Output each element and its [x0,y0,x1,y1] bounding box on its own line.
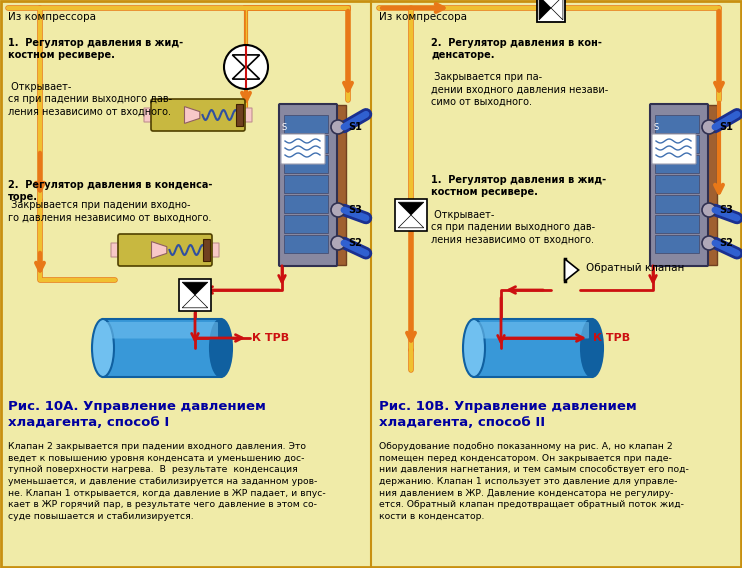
Polygon shape [151,241,167,258]
Text: 1.  Регулятор давления в жид-
костном ресивере.: 1. Регулятор давления в жид- костном рес… [8,38,183,60]
Text: Клапан 2 закрывается при падении входного давления. Это
ведет к повышению уровня: Клапан 2 закрывается при падении входног… [8,442,326,521]
Text: S3: S3 [348,205,362,215]
Ellipse shape [581,319,603,377]
FancyBboxPatch shape [395,199,427,231]
Polygon shape [185,107,200,123]
Polygon shape [183,282,208,295]
FancyBboxPatch shape [281,134,325,164]
Text: К ТРВ: К ТРВ [252,333,289,343]
Circle shape [224,45,268,89]
Text: Оборудование подобно показанному на рис. А, но клапан 2
помещен перед конденсато: Оборудование подобно показанному на рис.… [379,442,689,521]
FancyBboxPatch shape [279,104,337,266]
Text: 1.  Регулятор давления в жид-
костном ресивере.: 1. Регулятор давления в жид- костном рес… [431,175,606,198]
Text: К ТРВ: К ТРВ [593,333,630,343]
Text: Из компрессора: Из компрессора [379,12,467,22]
FancyBboxPatch shape [655,235,699,253]
Ellipse shape [210,319,232,377]
Text: Рис. 10В. Управление давлением
хладагента, способ II: Рис. 10В. Управление давлением хладагент… [379,400,637,429]
Text: Закрывается при падении входно-
го давления независимо от выходного.: Закрывается при падении входно- го давле… [8,200,211,223]
FancyBboxPatch shape [331,105,346,265]
Text: Открывает-
ся при падении выходного дав-
ления независимо от входного.: Открывает- ся при падении выходного дав-… [8,82,172,117]
Text: S1: S1 [719,122,733,132]
Text: S2: S2 [719,238,733,248]
Text: Закрывается при па-
дении входного давления незави-
симо от выходного.: Закрывается при па- дении входного давле… [431,72,608,107]
Text: Из компрессора: Из компрессора [8,12,96,22]
Text: Открывает-
ся при падении выходного дав-
ления независимо от входного.: Открывает- ся при падении выходного дав-… [431,210,595,245]
Circle shape [702,236,716,250]
Text: 2.  Регулятор давления в кон-
денсаторе.: 2. Регулятор давления в кон- денсаторе. [431,38,602,60]
Ellipse shape [92,319,114,377]
Text: Обратный клапан: Обратный клапан [586,263,684,273]
FancyBboxPatch shape [655,215,699,233]
Circle shape [702,203,716,217]
FancyBboxPatch shape [144,108,252,122]
FancyBboxPatch shape [151,99,245,131]
Text: S2: S2 [348,238,362,248]
FancyBboxPatch shape [203,239,210,261]
FancyBboxPatch shape [284,175,328,193]
Polygon shape [539,0,551,20]
FancyBboxPatch shape [236,104,243,126]
Text: 2.  Регулятор давления в конденса-
торе.: 2. Регулятор давления в конденса- торе. [8,180,212,202]
Circle shape [331,203,345,217]
Ellipse shape [463,319,485,377]
FancyBboxPatch shape [118,234,212,266]
FancyBboxPatch shape [474,319,592,377]
FancyBboxPatch shape [655,155,699,173]
Text: S3: S3 [719,205,733,215]
FancyBboxPatch shape [537,0,565,22]
FancyBboxPatch shape [655,195,699,213]
Polygon shape [398,202,424,215]
FancyBboxPatch shape [284,235,328,253]
Circle shape [331,120,345,134]
FancyBboxPatch shape [655,175,699,193]
FancyBboxPatch shape [284,115,328,133]
FancyBboxPatch shape [284,195,328,213]
FancyBboxPatch shape [702,105,717,265]
Text: S: S [282,123,287,132]
FancyBboxPatch shape [652,134,696,164]
FancyBboxPatch shape [284,135,328,153]
FancyBboxPatch shape [106,322,218,339]
FancyBboxPatch shape [655,135,699,153]
FancyBboxPatch shape [284,155,328,173]
FancyBboxPatch shape [179,279,211,311]
Text: S1: S1 [348,122,362,132]
Circle shape [702,120,716,134]
FancyBboxPatch shape [111,243,219,257]
Polygon shape [565,259,579,281]
FancyBboxPatch shape [477,322,589,339]
Text: S: S [653,123,658,132]
FancyBboxPatch shape [103,319,221,377]
FancyBboxPatch shape [650,104,708,266]
FancyBboxPatch shape [284,215,328,233]
Text: Рис. 10А. Управление давлением
хладагента, способ I: Рис. 10А. Управление давлением хладагент… [8,400,266,429]
Circle shape [331,236,345,250]
FancyBboxPatch shape [655,115,699,133]
